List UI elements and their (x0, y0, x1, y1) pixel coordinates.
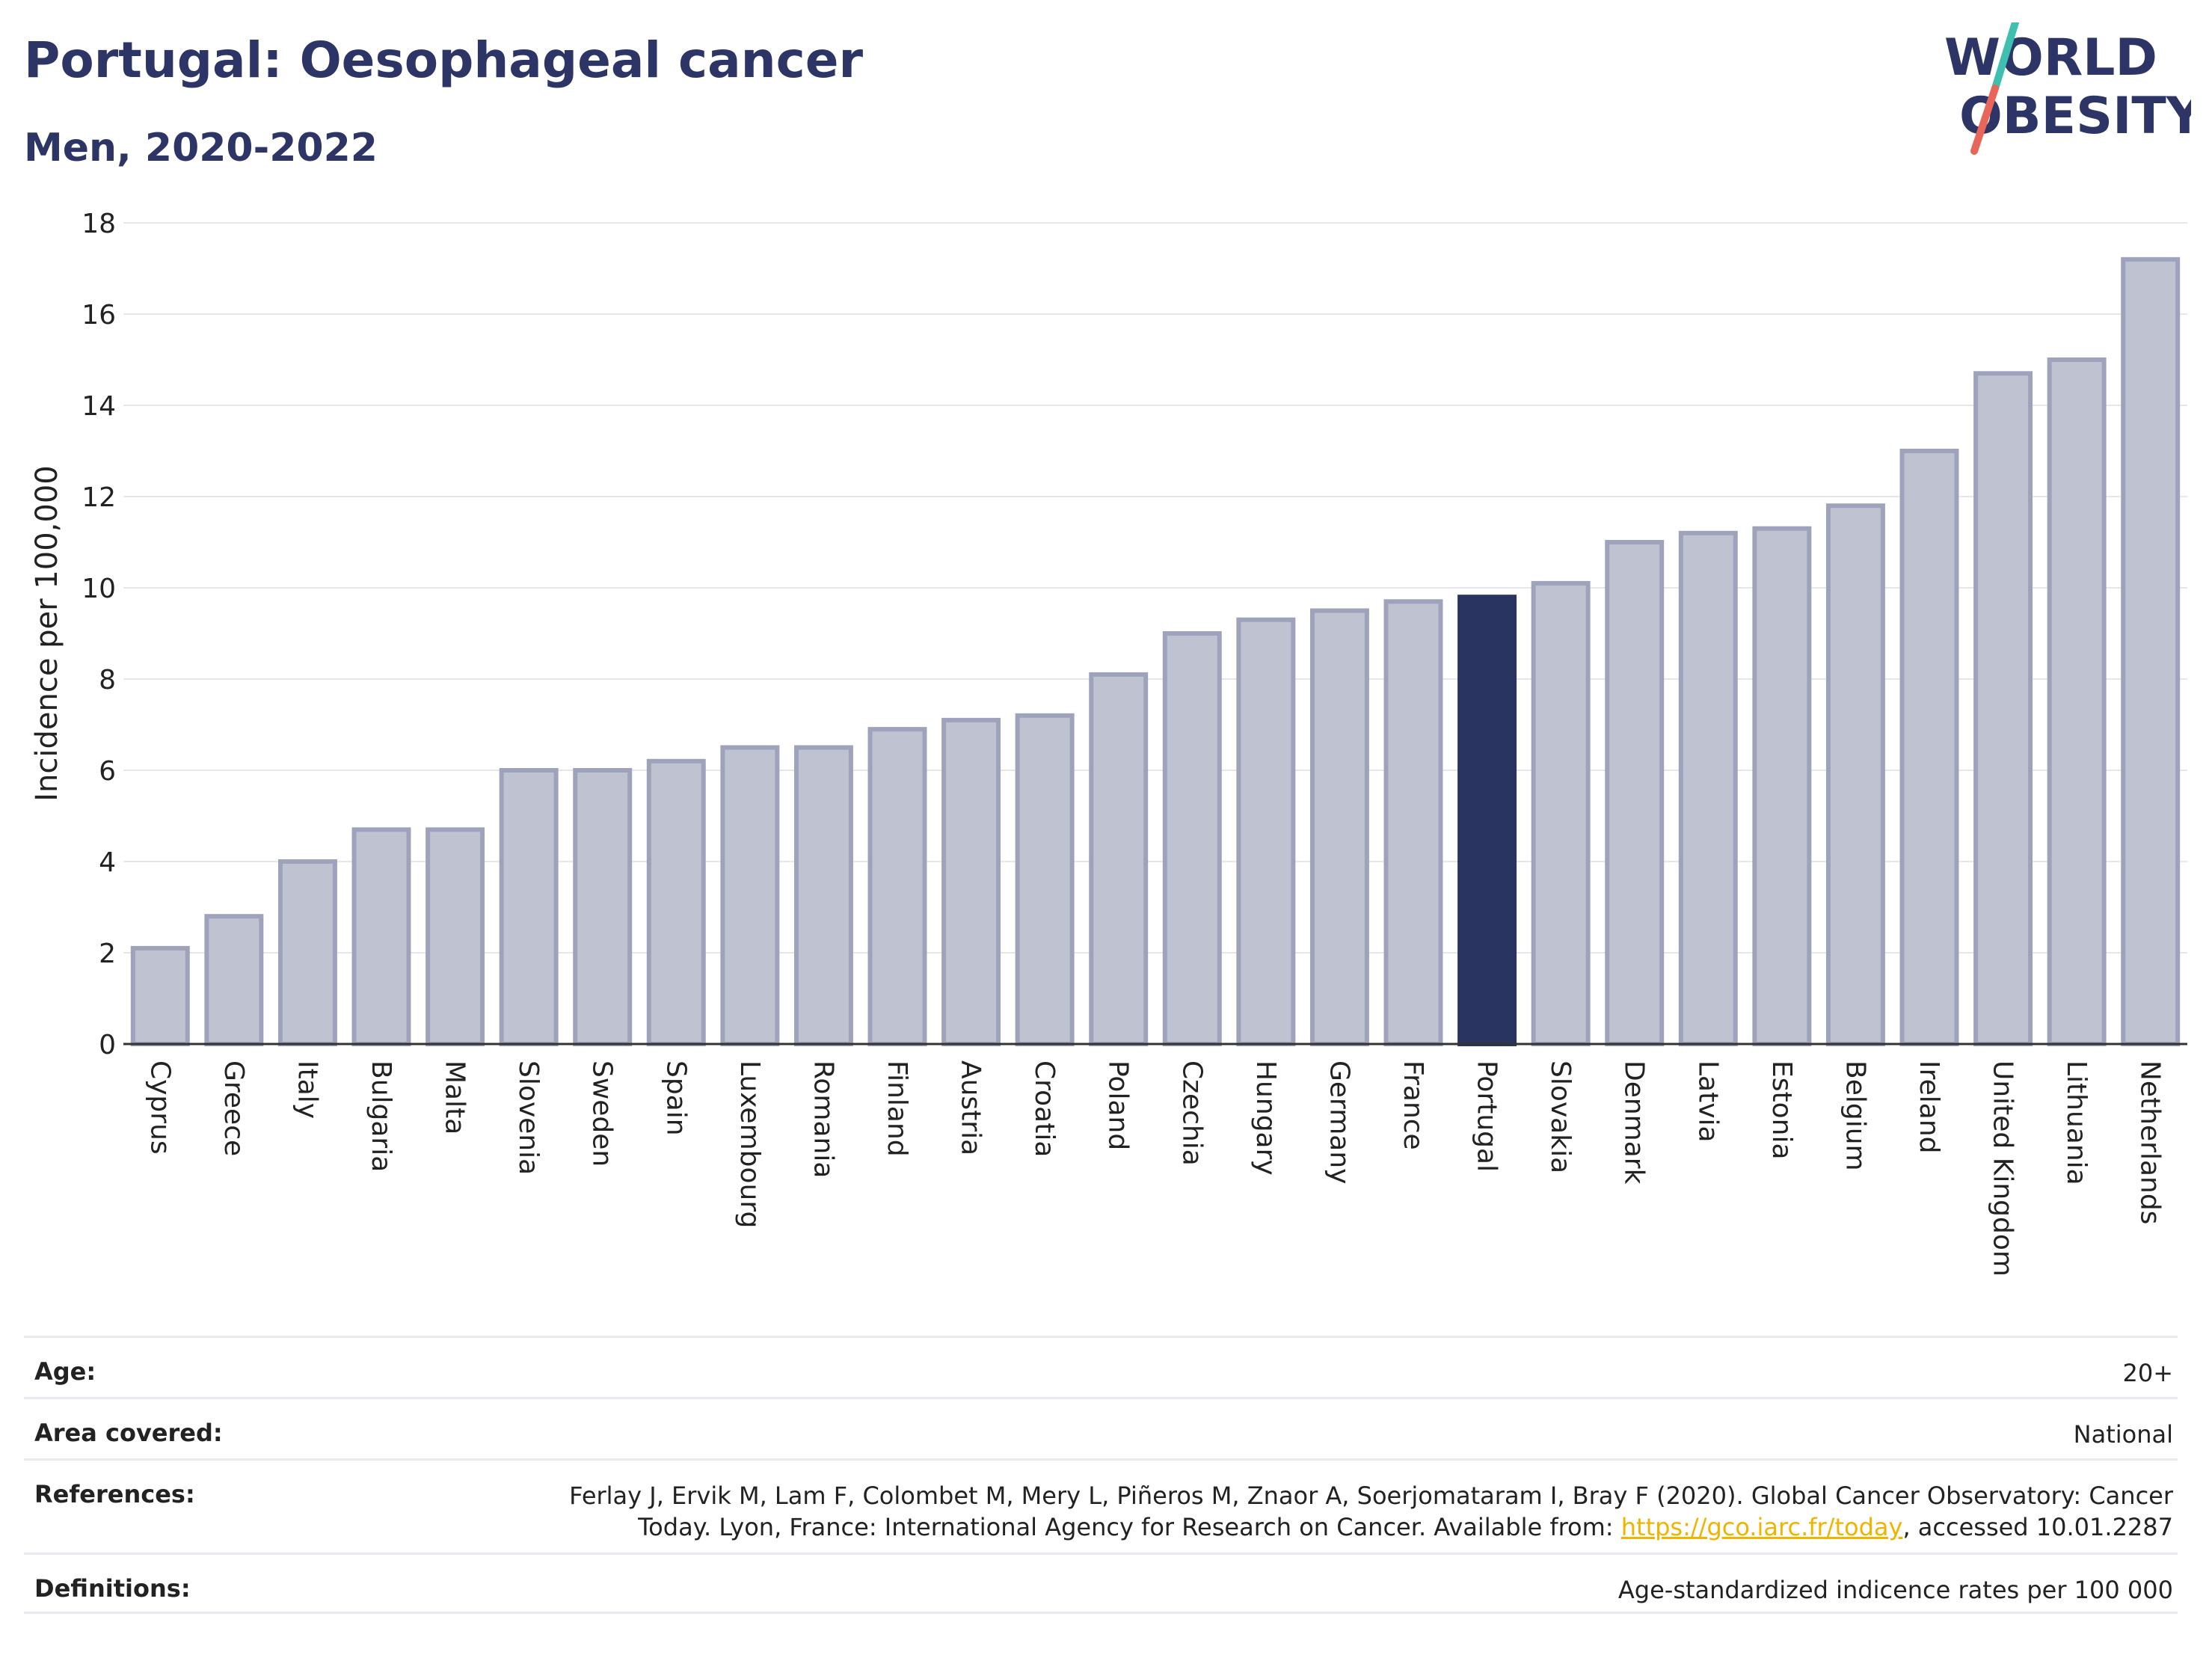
x-tick-label: Germany (1324, 1060, 1354, 1184)
bar-bulgaria (351, 827, 411, 1047)
world-obesity-logo: WORLD OBESITY (1944, 22, 2191, 155)
x-tick-label: France (1398, 1060, 1428, 1150)
bar-croatia (1015, 713, 1075, 1046)
page-subtitle: Men, 2020-2022 (24, 126, 378, 171)
x-tick-label: Slovenia (513, 1060, 544, 1175)
area-label: Area covered: (34, 1419, 223, 1447)
x-tick-label: Finland (882, 1060, 912, 1157)
bars (130, 257, 2181, 1047)
area-value: National (2073, 1420, 2173, 1449)
bar-belgium (1825, 503, 1885, 1046)
bar-cyprus (130, 945, 190, 1047)
logo-slash-coral (1970, 85, 1999, 155)
bar-malta (425, 827, 485, 1047)
bar-denmark (1605, 540, 1665, 1046)
logo-slash-teal (1991, 22, 2019, 92)
y-tick-label: 18 (82, 209, 116, 239)
x-tick-label: Portugal (1472, 1060, 1502, 1172)
bar-greece (204, 914, 264, 1046)
y-tick-label: 0 (99, 1030, 116, 1060)
x-tick-label: Croatia (1029, 1060, 1060, 1157)
x-tick-label: Luxembourg (734, 1060, 765, 1228)
info-row-references: References: Ferlay J, Ervik M, Lam F, Co… (24, 1458, 2178, 1553)
y-tick-label: 16 (82, 300, 116, 331)
bar-lithuania (2047, 357, 2107, 1046)
y-tick-label: 12 (82, 482, 116, 513)
x-tick-label: Romania (808, 1060, 838, 1178)
bar-spain (646, 758, 706, 1046)
references-value: Ferlay J, Ervik M, Lam F, Colombet M, Me… (528, 1480, 2173, 1543)
bar-netherlands (2121, 257, 2181, 1046)
bar-united-kingdom (1973, 371, 2033, 1046)
bar-luxembourg (720, 745, 780, 1046)
references-label: References: (34, 1480, 195, 1508)
info-row-area: Area covered: National (24, 1397, 2178, 1458)
x-tick-label: Latvia (1692, 1060, 1723, 1143)
x-tick-label: Belgium (1840, 1060, 1870, 1171)
x-tick-label: Cyprus (144, 1060, 175, 1155)
y-tick-label: 8 (99, 665, 116, 696)
x-tick-label: Estonia (1766, 1060, 1797, 1160)
bar-portugal (1457, 595, 1517, 1046)
age-label: Age: (34, 1357, 96, 1386)
bar-sweden (573, 768, 633, 1046)
x-tick-label: Greece (218, 1060, 249, 1156)
info-row-age: Age: 20+ (24, 1336, 2178, 1397)
references-text-1: Ferlay J, Ervik M, Lam F, Colombet M, Me… (569, 1481, 2173, 1541)
info-table: Age: 20+ Area covered: National Referenc… (24, 1336, 2178, 1614)
bar-slovenia (499, 768, 559, 1046)
bar-austria (941, 717, 1001, 1047)
references-link[interactable]: https://gco.iarc.fr/today (1620, 1513, 1903, 1541)
bar-latvia (1678, 530, 1738, 1046)
bar-germany (1309, 608, 1369, 1046)
x-tick-label: Hungary (1250, 1060, 1281, 1176)
x-tick-label: Ireland (1914, 1060, 1944, 1154)
bar-chart: 0 2 4 6 8 10 12 14 16 18 Cyprus Greece Italy Bulgari… (30, 209, 2187, 1277)
x-tick-label: Spain (660, 1060, 691, 1136)
bar-finland (867, 727, 927, 1046)
definitions-value: Age-standardized indicence rates per 100… (1617, 1576, 2173, 1604)
x-tick-label: United Kingdom (1988, 1060, 2018, 1277)
bar-estonia (1752, 526, 1812, 1046)
x-tick-label: Netherlands (2135, 1060, 2166, 1224)
info-row-definitions: Definitions: Age-standardized indicence … (24, 1553, 2178, 1614)
page-title: Portugal: Oesophageal cancer (24, 31, 864, 89)
y-tick-label: 2 (99, 939, 116, 969)
y-tick-label: 6 (99, 756, 116, 787)
logo-line-1: WORLD (1944, 28, 2157, 87)
age-value: 20+ (2122, 1359, 2173, 1387)
bar-france (1383, 599, 1443, 1046)
y-tick-label: 4 (99, 847, 116, 878)
x-tick-label: Czechia (1176, 1060, 1207, 1166)
x-tick-label: Bulgaria (366, 1060, 396, 1172)
x-tick-label: Sweden (587, 1060, 618, 1167)
x-tick-label: Denmark (1619, 1060, 1650, 1185)
bar-poland (1089, 672, 1149, 1047)
logo-line-2: OBESITY (1959, 87, 2191, 146)
bar-hungary (1236, 617, 1296, 1046)
x-tick-labels: Cyprus Greece Italy Bulgaria Malta Slovenia Sw… (144, 1060, 2165, 1277)
references-text-2: , accessed 10.01.2287 (1902, 1513, 2173, 1541)
x-tick-label: Italy (292, 1060, 322, 1119)
x-tick-label: Slovakia (1545, 1060, 1576, 1173)
y-axis-title: Incidence per 100,000 (30, 465, 64, 802)
bar-czechia (1162, 631, 1222, 1046)
y-tick-label: 10 (82, 574, 116, 604)
y-tick-labels: 0 2 4 6 8 10 12 14 16 18 (82, 209, 116, 1060)
x-tick-label: Poland (1103, 1060, 1134, 1150)
bar-romania (793, 745, 853, 1046)
bar-slovakia (1531, 580, 1591, 1046)
x-tick-label: Malta (440, 1060, 470, 1134)
bar-italy (277, 859, 337, 1046)
y-tick-label: 14 (82, 391, 116, 422)
x-tick-label: Lithuania (2061, 1060, 2092, 1185)
bar-ireland (1899, 449, 1959, 1046)
definitions-label: Definitions: (34, 1574, 191, 1603)
x-tick-label: Austria (956, 1060, 986, 1155)
